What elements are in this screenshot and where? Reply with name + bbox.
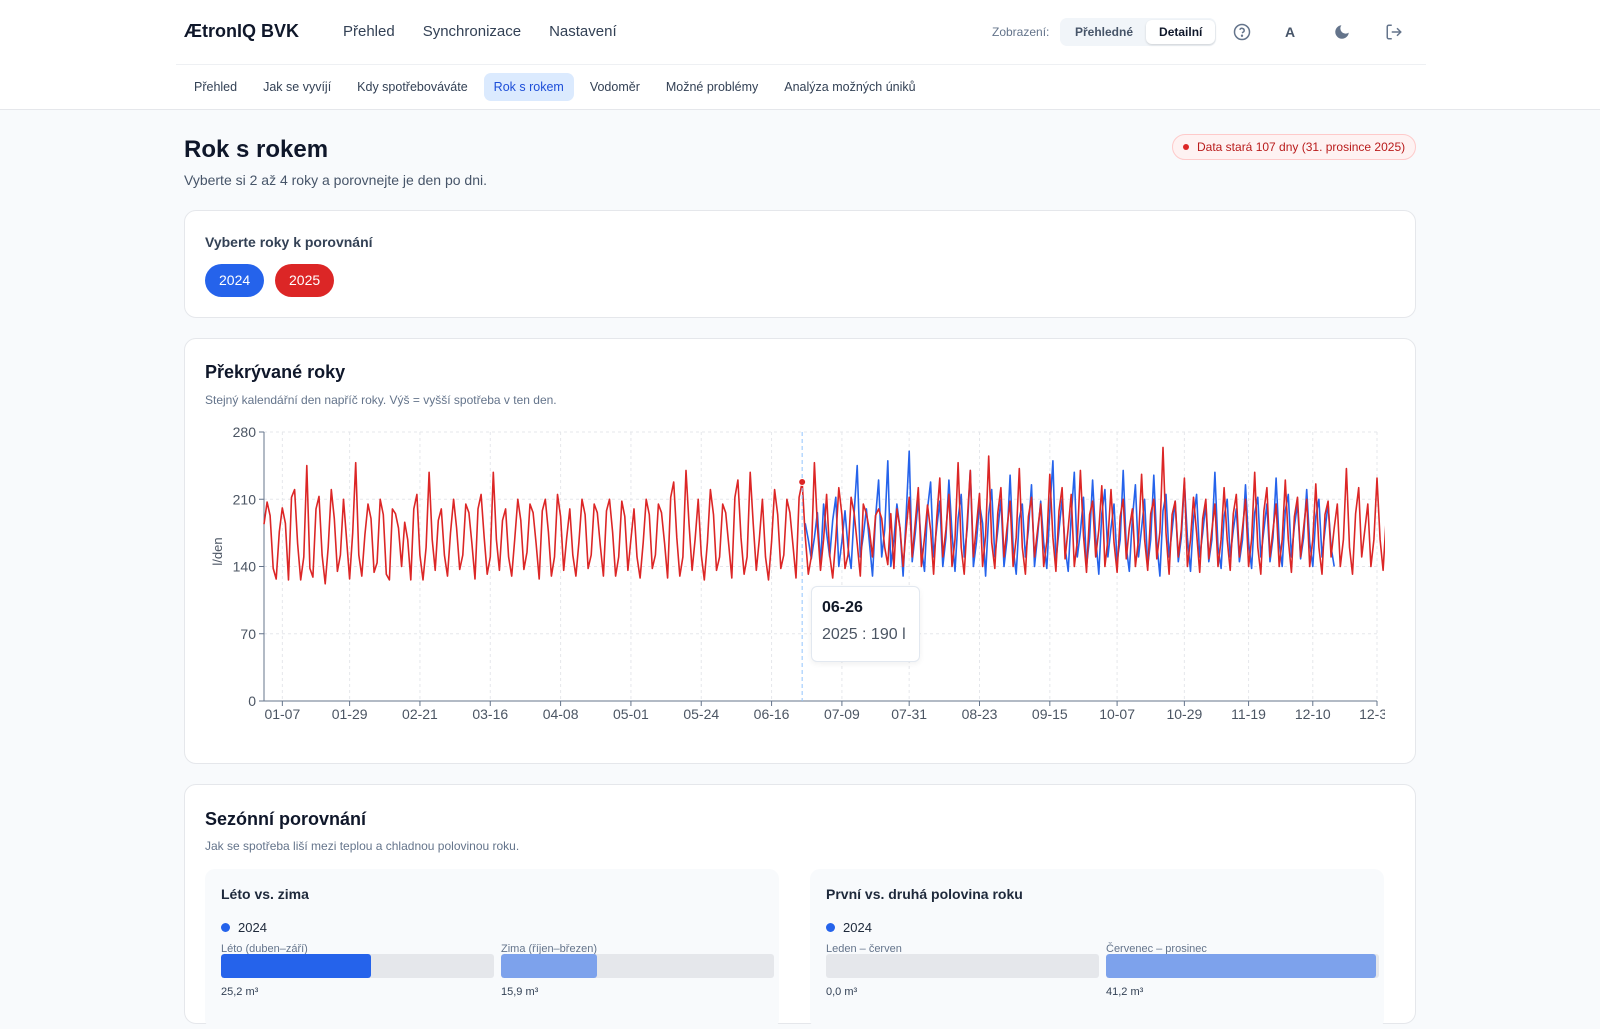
section-tabs: Přehled Jak se vyvíjí Kdy spotřebováváte… — [184, 73, 926, 101]
year-picker-label: Vyberte roky k porovnání — [205, 234, 373, 250]
nav-sync[interactable]: Synchronizace — [422, 23, 522, 40]
overlay-chart-card: Překrývané roky Stejný kalendářní den na… — [184, 338, 1416, 764]
half-year-panel: První vs. druhá polovina roku 2024 Leden… — [810, 869, 1384, 1029]
x-tick-label: 05-24 — [683, 706, 719, 722]
x-tick-label: 01-29 — [332, 706, 368, 722]
legend-dot-icon — [221, 923, 230, 932]
nav-overview[interactable]: Přehled — [343, 23, 395, 40]
nav-settings[interactable]: Nastavení — [549, 23, 617, 40]
tab-usage-time[interactable]: Kdy spotřebováváte — [357, 80, 468, 94]
first-half-value: 0,0 m³ — [826, 986, 858, 998]
summer-winter-title: Léto vs. zima — [221, 886, 309, 902]
summer-winter-legend: 2024 — [221, 920, 267, 935]
winter-bar-fill — [501, 954, 597, 978]
hover-point — [798, 477, 807, 486]
font-size-icon[interactable]: A — [1284, 24, 1296, 40]
year-picker-card: Vyberte roky k porovnání 2024 2025 — [184, 210, 1416, 318]
second-half-bar-fill — [1106, 954, 1377, 978]
winter-label: Zima (říjen–březen) — [501, 943, 597, 955]
y-tick-label: 0 — [248, 693, 256, 709]
overlay-line-chart[interactable]: 0 70 140 210 280 01-07 01-29 02-21 03-16 04-08 05-… — [185, 411, 1385, 751]
x-tick-label: 02-21 — [402, 706, 438, 722]
seasonal-description: Jak se spotřeba liší mezi teplou a chlad… — [205, 839, 520, 853]
summer-winter-panel: Léto vs. zima 2024 Léto (duben–září) 25,… — [205, 869, 779, 1029]
tab-trend[interactable]: Jak se vyvíjí — [263, 80, 332, 94]
tab-meter[interactable]: Vodoměr — [589, 80, 640, 94]
summer-bar — [221, 954, 494, 978]
winter-bar — [501, 954, 774, 978]
tab-problems[interactable]: Možné problémy — [665, 80, 759, 94]
x-tick-label: 10-07 — [1099, 706, 1135, 722]
top-bar: ÆtronIQ BVK Přehled Synchronizace Nastav… — [0, 0, 1600, 110]
view-mode-simple[interactable]: Přehledné — [1075, 25, 1134, 39]
tooltip-date: 06-26 — [822, 599, 863, 616]
chart-hover — [798, 432, 807, 701]
view-mode-detailed[interactable]: Detailní — [1146, 20, 1216, 44]
chart-series — [263, 446, 1385, 585]
y-axis-label: l/den — [210, 537, 225, 565]
x-tick-label: 07-09 — [824, 706, 860, 722]
second-half-value: 41,2 m³ — [1106, 986, 1144, 998]
second-half-bar — [1106, 954, 1379, 978]
x-tick-label: 04-08 — [543, 706, 579, 722]
series-line-2025 — [263, 446, 1385, 585]
chart-tooltip: 06-26 2025 : 190 l — [811, 586, 920, 662]
x-tick-label: 11-19 — [1231, 706, 1266, 722]
summer-label: Léto (duben–září) — [221, 943, 308, 955]
y-tick-label: 140 — [233, 559, 257, 575]
brand-logo[interactable]: ÆtronIQ BVK — [184, 21, 299, 41]
dark-mode-icon[interactable] — [1330, 20, 1354, 44]
view-mode-toggle: Přehledné Detailní — [1060, 18, 1216, 46]
x-tick-label: 01-07 — [264, 706, 300, 722]
x-tick-label: 06-16 — [754, 706, 790, 722]
overlay-chart-description: Stejný kalendářní den napříč roky. Výš =… — [205, 393, 557, 407]
year-pill-2024[interactable]: 2024 — [205, 264, 265, 297]
year-pill-2025[interactable]: 2025 — [275, 264, 335, 297]
stale-data-badge: Data stará 107 dny (31. prosince 2025) — [1172, 134, 1417, 160]
y-tick-label: 210 — [233, 491, 257, 507]
legend-year: 2024 — [843, 920, 872, 935]
tab-leak-analysis[interactable]: Analýza možných úniků — [784, 80, 916, 94]
first-half-label: Leden – červen — [826, 943, 902, 955]
overlay-chart-title: Překrývané roky — [205, 362, 346, 382]
tooltip-value: 2025 : 190 l — [822, 626, 906, 643]
header-divider — [176, 64, 1426, 65]
seasonal-title: Sezónní porovnání — [205, 809, 367, 829]
x-tick-label: 05-01 — [613, 706, 649, 722]
first-half-bar — [826, 954, 1099, 978]
help-icon[interactable] — [1230, 20, 1254, 44]
seasonal-card: Sezónní porovnání Jak se spotřeba liší m… — [184, 784, 1416, 1029]
x-tick-label: 09-15 — [1032, 706, 1068, 722]
chart-axes: 0 70 140 210 280 01-07 01-29 02-21 03-16 04-08 05-… — [210, 424, 1385, 722]
x-tick-label: 10-29 — [1166, 706, 1202, 722]
summer-bar-fill — [221, 954, 372, 978]
page-title: Rok s rokem — [184, 136, 329, 163]
x-tick-label: 12-10 — [1295, 706, 1331, 722]
second-half-label: Červenec – prosinec — [1106, 943, 1207, 955]
winter-value: 15,9 m³ — [501, 986, 539, 998]
stale-data-text: Data stará 107 dny (31. prosince 2025) — [1197, 140, 1406, 154]
page-subtitle: Vyberte si 2 až 4 roky a porovnejte je d… — [184, 172, 487, 188]
half-year-title: První vs. druhá polovina roku — [826, 886, 1023, 902]
legend-year: 2024 — [238, 920, 267, 935]
x-tick-label: 08-23 — [962, 706, 998, 722]
logout-icon[interactable] — [1382, 20, 1406, 44]
y-tick-label: 280 — [233, 424, 257, 440]
y-tick-label: 70 — [240, 626, 256, 642]
series-line-2024 — [804, 450, 1335, 577]
tab-overview[interactable]: Přehled — [194, 80, 238, 94]
x-tick-label: 12-31 — [1359, 706, 1385, 722]
x-tick-label: 07-31 — [891, 706, 927, 722]
tab-year-over-year[interactable]: Rok s rokem — [483, 73, 574, 101]
legend-dot-icon — [826, 923, 835, 932]
half-year-legend: 2024 — [826, 920, 872, 935]
x-tick-label: 03-16 — [472, 706, 508, 722]
alert-dot-icon — [1183, 144, 1189, 150]
summer-value: 25,2 m³ — [221, 986, 259, 998]
main-nav: Přehled Synchronizace Nastavení — [343, 23, 617, 40]
view-mode-label: Zobrazení: — [992, 25, 1050, 39]
